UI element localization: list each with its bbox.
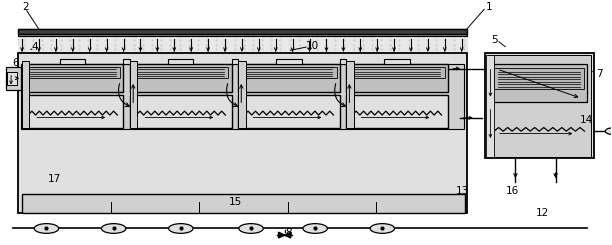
Text: 1: 1 — [486, 2, 493, 12]
Circle shape — [102, 224, 126, 233]
Polygon shape — [285, 232, 291, 238]
Text: 6: 6 — [12, 58, 18, 68]
Circle shape — [370, 224, 395, 233]
Text: 8: 8 — [286, 228, 292, 238]
Text: 5: 5 — [491, 35, 498, 45]
Bar — [168, 59, 193, 64]
Bar — [124, 59, 130, 64]
Text: 17: 17 — [48, 174, 61, 184]
Text: 7: 7 — [595, 69, 602, 79]
Bar — [349, 67, 444, 78]
Bar — [485, 53, 594, 158]
Bar — [486, 54, 494, 157]
Circle shape — [169, 224, 193, 233]
Bar — [22, 195, 465, 213]
Bar — [18, 29, 466, 34]
Text: 4: 4 — [31, 42, 37, 52]
Circle shape — [34, 224, 59, 233]
Bar — [18, 53, 466, 213]
Bar — [130, 61, 138, 127]
Bar — [491, 64, 588, 102]
Bar — [231, 59, 238, 64]
Bar — [346, 95, 447, 127]
Bar — [22, 64, 124, 92]
Bar — [6, 67, 21, 90]
Bar — [130, 64, 231, 92]
Bar — [133, 67, 228, 78]
Text: 14: 14 — [580, 115, 594, 125]
Polygon shape — [278, 232, 285, 238]
Bar — [346, 61, 354, 127]
Bar — [25, 67, 121, 78]
Bar — [22, 95, 124, 127]
Bar — [238, 95, 340, 127]
Text: 15: 15 — [229, 197, 242, 207]
Bar — [238, 61, 245, 127]
Bar — [22, 61, 29, 127]
Bar — [340, 59, 346, 64]
Text: 12: 12 — [536, 208, 550, 218]
Bar — [130, 95, 231, 127]
Bar — [488, 54, 591, 157]
Bar — [7, 72, 17, 85]
Text: 10: 10 — [305, 41, 319, 51]
Bar — [384, 59, 409, 64]
Bar — [494, 68, 584, 89]
Bar — [238, 64, 340, 92]
Text: 16: 16 — [506, 186, 519, 196]
Bar — [18, 34, 466, 36]
Bar — [346, 64, 447, 92]
Bar — [60, 59, 86, 64]
Text: 2: 2 — [22, 2, 28, 12]
Circle shape — [239, 224, 263, 233]
Bar — [21, 64, 463, 129]
Circle shape — [605, 128, 612, 135]
Circle shape — [303, 224, 327, 233]
Bar — [276, 59, 302, 64]
Text: 13: 13 — [457, 186, 469, 196]
Bar — [241, 67, 337, 78]
